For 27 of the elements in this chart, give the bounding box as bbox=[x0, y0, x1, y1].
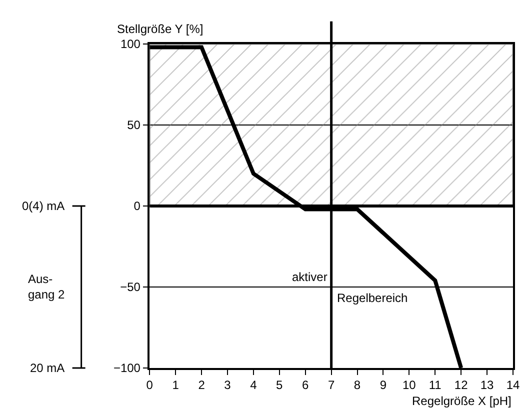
y-tick-label: 0 bbox=[134, 199, 141, 214]
text: 0(4) mA bbox=[22, 199, 65, 213]
y-tick-label: 100 bbox=[120, 37, 141, 52]
x-tick-label: 6 bbox=[302, 378, 310, 392]
x-tick-label: 0 bbox=[146, 378, 154, 392]
x-tick-label: 3 bbox=[224, 378, 232, 392]
x-tick-label: 7 bbox=[328, 378, 335, 392]
x-tick-label: 4 bbox=[250, 378, 258, 392]
x-tick-label: 9 bbox=[380, 378, 387, 392]
text: Aus- gang 2 bbox=[28, 272, 66, 302]
text: 20 mA bbox=[30, 361, 65, 375]
y-axis-title: Stellgröße Y [%] bbox=[117, 22, 204, 36]
x-tick-label: 1 bbox=[172, 378, 180, 392]
annotation: Regelbereich bbox=[337, 291, 408, 305]
x-tick-label: 8 bbox=[354, 378, 361, 392]
x-axis-title: Regelgröße X [pH] bbox=[412, 394, 512, 408]
x-tick-label: 13 bbox=[480, 378, 494, 392]
x-tick-label: 14 bbox=[506, 378, 520, 392]
x-tick-label: 5 bbox=[276, 378, 284, 392]
x-tick-label: 10 bbox=[402, 378, 416, 392]
annotation: aktiver bbox=[292, 270, 328, 284]
x-tick-label: 2 bbox=[198, 378, 206, 392]
x-tick-label: 11 bbox=[428, 378, 442, 392]
y-tick-label: −100 bbox=[113, 361, 141, 376]
y-tick-label: 50 bbox=[127, 118, 141, 132]
x-tick-label: 12 bbox=[454, 378, 468, 392]
y-tick-label: −50 bbox=[120, 280, 141, 294]
